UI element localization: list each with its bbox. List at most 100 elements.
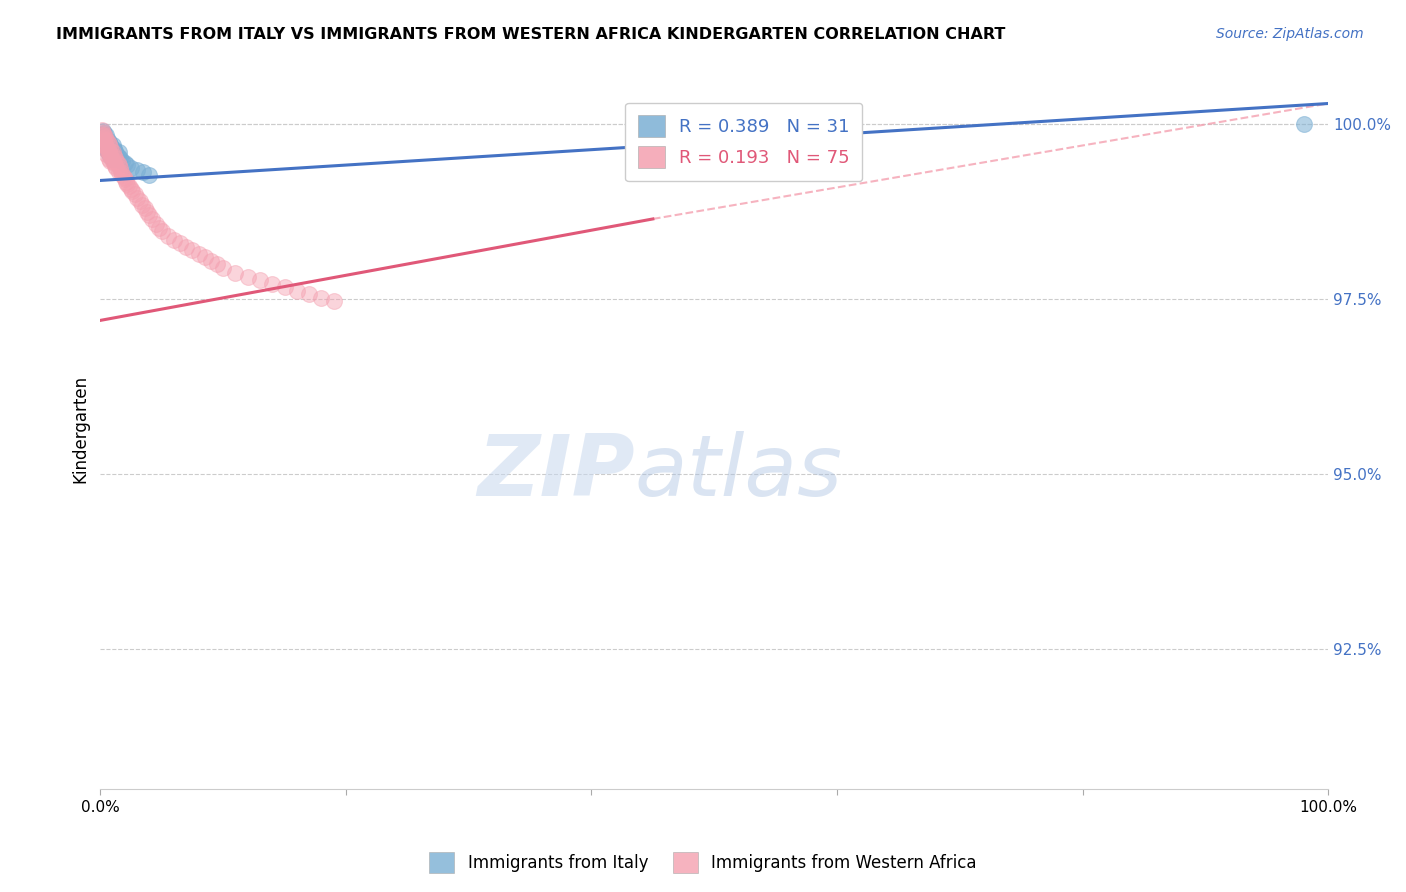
Point — [311, 291, 333, 305]
Point — [117, 158, 139, 172]
Point — [107, 145, 129, 160]
Point — [107, 156, 129, 170]
Point — [249, 273, 271, 287]
Point — [236, 270, 259, 285]
Point — [298, 286, 321, 301]
Point — [97, 133, 120, 147]
Point — [169, 236, 191, 251]
Point — [94, 142, 117, 156]
Point — [104, 151, 127, 165]
Point — [97, 153, 120, 167]
Point — [112, 169, 135, 184]
Point — [96, 142, 118, 156]
Point — [138, 168, 160, 182]
Point — [90, 128, 112, 142]
Point — [103, 156, 125, 170]
Point — [105, 161, 128, 175]
Point — [117, 177, 139, 191]
Point — [114, 172, 136, 186]
Point — [114, 156, 136, 170]
Point — [90, 123, 112, 137]
Point — [163, 233, 186, 247]
Point — [98, 149, 121, 163]
Point — [100, 140, 122, 154]
Point — [181, 244, 204, 258]
Point — [194, 251, 217, 265]
Point — [104, 144, 127, 158]
Point — [96, 147, 118, 161]
Point — [108, 161, 131, 175]
Point — [111, 168, 134, 182]
Point — [127, 191, 149, 205]
Point — [103, 142, 125, 156]
Point — [94, 138, 117, 153]
Point — [96, 140, 118, 154]
Point — [98, 153, 121, 168]
Point — [101, 138, 124, 153]
Point — [94, 137, 117, 152]
Point — [96, 133, 118, 147]
Point — [134, 202, 156, 216]
Point — [91, 131, 114, 145]
Point — [97, 145, 120, 160]
Point — [115, 175, 138, 189]
Point — [127, 163, 149, 178]
Point — [110, 165, 132, 179]
Point — [93, 128, 115, 142]
Point — [91, 126, 114, 140]
Point — [111, 153, 134, 168]
Point — [128, 194, 150, 209]
Point — [108, 151, 131, 165]
Point — [322, 293, 344, 308]
Point — [93, 133, 115, 147]
Point — [141, 211, 163, 226]
Point — [121, 184, 143, 198]
Point — [138, 209, 160, 223]
Point — [187, 247, 209, 261]
Point — [148, 221, 170, 235]
Point — [91, 133, 114, 147]
Point — [91, 124, 114, 138]
Point — [104, 160, 127, 174]
Point — [120, 182, 142, 196]
Point — [91, 135, 114, 149]
Point — [262, 277, 284, 291]
Point — [145, 217, 167, 231]
Point — [98, 140, 121, 154]
Point — [97, 145, 120, 160]
Text: ZIP: ZIP — [477, 431, 634, 514]
Point — [285, 284, 308, 298]
Point — [200, 254, 222, 268]
Point — [224, 266, 246, 280]
Point — [107, 165, 129, 179]
Point — [93, 135, 115, 149]
Point — [105, 147, 128, 161]
Point — [101, 145, 124, 160]
Point — [93, 138, 115, 153]
Point — [97, 135, 120, 149]
Point — [176, 240, 198, 254]
Point — [107, 149, 129, 163]
Point — [124, 187, 146, 202]
Point — [98, 147, 121, 161]
Point — [117, 179, 139, 194]
Point — [212, 260, 235, 275]
Point — [96, 128, 118, 142]
Point — [107, 158, 129, 172]
Point — [94, 130, 117, 145]
Text: Source: ZipAtlas.com: Source: ZipAtlas.com — [1216, 27, 1364, 41]
Point — [103, 149, 125, 163]
Point — [120, 161, 142, 175]
Point — [101, 153, 124, 167]
Legend: R = 0.389   N = 31, R = 0.193   N = 75: R = 0.389 N = 31, R = 0.193 N = 75 — [626, 103, 862, 181]
Point — [94, 130, 117, 145]
Point — [98, 137, 121, 152]
Y-axis label: Kindergarten: Kindergarten — [72, 375, 89, 483]
Point — [132, 165, 155, 179]
Point — [93, 126, 115, 140]
Point — [136, 205, 159, 219]
Point — [90, 128, 112, 142]
Point — [150, 224, 173, 238]
Point — [205, 257, 228, 271]
Point — [131, 198, 153, 212]
